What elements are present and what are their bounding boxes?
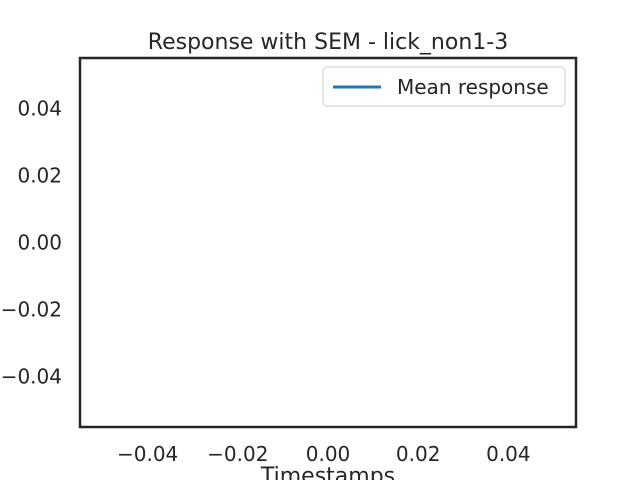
y-tick-label: 0.02 [17,163,62,187]
x-axis-label: Timestamps [260,464,395,480]
y-axis-ticks: 0.04 0.02 0.00 −0.02 −0.04 [1,96,62,388]
x-tick-label: 0.02 [396,442,441,466]
x-tick-label: 0.04 [486,442,531,466]
chart-title: Response with SEM - lick_non1-3 [148,30,508,55]
y-tick-label: −0.04 [1,365,62,389]
y-tick-label: −0.02 [1,298,62,322]
x-tick-label: 0.00 [306,442,351,466]
chart-legend: Mean response [322,66,566,107]
x-tick-label: −0.04 [117,442,178,466]
legend-label-mean-response: Mean response [397,75,549,99]
plot-area [78,56,578,429]
x-axis-ticks: −0.04 −0.02 0.00 0.02 0.04 [117,442,531,466]
x-tick-label: −0.02 [207,442,268,466]
y-tick-label: 0.00 [17,231,62,255]
legend-box [322,66,566,107]
y-tick-label: 0.04 [17,96,62,120]
